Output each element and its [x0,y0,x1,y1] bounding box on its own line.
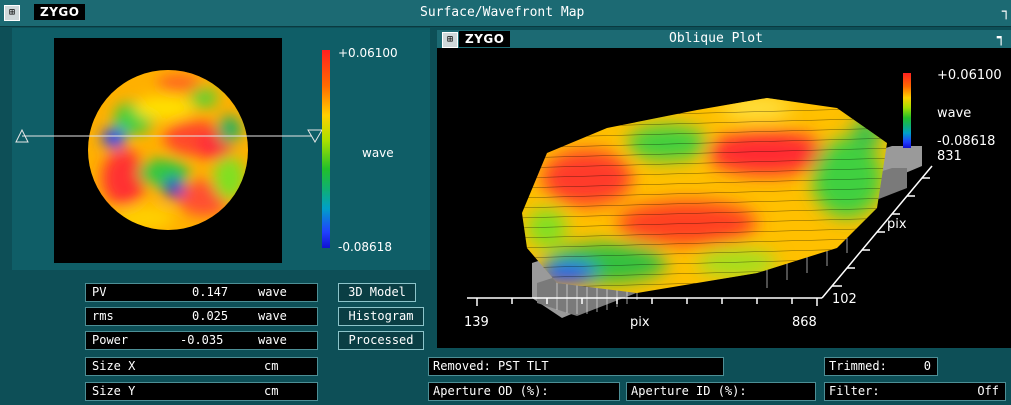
stat-value: 0.025 [192,309,229,323]
trimmed-field: Trimmed: 0 [824,357,938,376]
stat-unit: wave [258,333,287,347]
trimmed-label: Trimmed: [829,359,887,373]
oblique-plot-window: ⊞ ZYGO Oblique Plot ┑ [437,30,1011,348]
stat-label: Size X [92,359,136,373]
main-titlebar: ⊞ ZYGO Surface/Wavefront Map ┐ [0,0,1011,27]
profile-end-marker [307,129,323,143]
window-title: Surface/Wavefront Map [420,5,585,20]
profile-line[interactable] [12,124,330,148]
stat-label: Size Y [92,384,136,398]
stat-unit: cm [264,384,279,398]
scale-unit-label: wave [362,146,394,160]
color-scale-bar [322,50,330,248]
stat-power: Power -0.035 wave [85,331,318,350]
x-axis-start: 139 [464,315,489,330]
aperture-od-field: Aperture OD (%): [428,382,620,401]
stat-size-x: Size X cm [85,357,318,376]
stat-label: rms [92,309,114,323]
aperture-id-field: Aperture ID (%): [626,382,816,401]
surface-map-canvas [54,38,282,263]
scale-min-label: -0.08618 [338,240,392,254]
filter-label: Filter: [829,384,880,398]
oblique-menu-icon[interactable]: ⊞ [442,32,458,48]
y-axis [821,165,933,299]
stat-size-y: Size Y cm [85,382,318,401]
stat-pv: PV 0.147 wave [85,283,318,302]
stat-label: Power [92,333,129,347]
stat-unit: cm [264,359,279,373]
trimmed-value: 0 [923,359,931,373]
window-resize-icon[interactable]: ┐ [1002,4,1011,20]
oblique-points-count: 831 [937,149,962,164]
oblique-scale-max: +0.06100 [937,68,1002,83]
x-axis [467,297,822,306]
oblique-titlebar: ⊞ ZYGO Oblique Plot ┑ [437,30,1011,48]
3d-model-button[interactable]: 3D Model [338,283,416,302]
filter-field: Filter: Off [824,382,1006,401]
processed-button[interactable]: Processed [338,331,424,350]
stat-rms: rms 0.025 wave [85,307,318,326]
y-axis-value: 102 [832,292,857,307]
oblique-zygo-logo: ZYGO [459,31,511,47]
oblique-scale-unit: wave [937,106,972,121]
stat-unit: wave [258,285,287,299]
oblique-pin-icon[interactable]: ┑ [997,30,1006,46]
histogram-button[interactable]: Histogram [338,307,424,326]
oblique-color-scale-bar [903,73,911,148]
oblique-3d-plot [467,98,933,318]
surface-map-image [88,70,248,230]
x-axis-label: pix [630,315,650,330]
stat-label: PV [92,285,107,299]
x-axis-end: 868 [792,315,817,330]
window-menu-icon[interactable]: ⊞ [4,5,20,21]
oblique-scale-min: -0.08618 [937,134,996,149]
filter-value: Off [977,384,999,398]
oblique-title: Oblique Plot [669,31,763,46]
stat-value: -0.035 [180,333,224,347]
zygo-logo: ZYGO [34,4,86,20]
surface-map-panel: +0.06100 wave -0.08618 [12,28,430,270]
y-axis-label: pix [887,217,907,232]
removed-field: Removed: PST TLT [428,357,724,376]
stat-value: 0.147 [192,285,229,299]
scale-max-label: +0.06100 [338,46,398,60]
stat-unit: wave [258,309,287,323]
profile-start-marker [15,128,29,143]
